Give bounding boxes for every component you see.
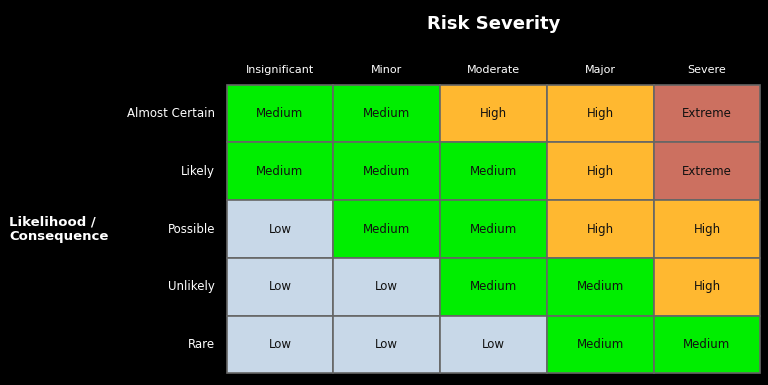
Text: Medium: Medium	[684, 338, 730, 351]
Text: High: High	[694, 223, 720, 236]
Bar	[654, 142, 760, 200]
Text: Medium: Medium	[363, 165, 410, 178]
Bar	[333, 85, 440, 142]
Bar	[333, 316, 440, 373]
Text: Medium: Medium	[257, 107, 303, 120]
Text: High: High	[587, 107, 614, 120]
Text: Medium: Medium	[257, 165, 303, 178]
Text: Medium: Medium	[470, 280, 517, 293]
Text: Low: Low	[482, 338, 505, 351]
Bar	[227, 316, 333, 373]
Bar	[654, 258, 760, 316]
Text: Low: Low	[269, 338, 291, 351]
Bar	[547, 258, 654, 316]
Text: Minor: Minor	[371, 65, 402, 75]
Text: Medium: Medium	[363, 223, 410, 236]
Bar	[227, 200, 333, 258]
Text: Severe: Severe	[687, 65, 727, 75]
Text: Low: Low	[376, 280, 398, 293]
Text: Possible: Possible	[167, 223, 215, 236]
Bar	[227, 85, 333, 142]
Text: Extreme: Extreme	[682, 107, 732, 120]
Bar	[547, 316, 654, 373]
Text: Medium: Medium	[470, 223, 517, 236]
Text: Unlikely: Unlikely	[168, 280, 215, 293]
Bar	[333, 142, 440, 200]
Text: Low: Low	[269, 280, 291, 293]
Text: Likely: Likely	[181, 165, 215, 178]
Bar	[333, 200, 440, 258]
Text: High: High	[480, 107, 507, 120]
Bar	[440, 258, 547, 316]
Text: Medium: Medium	[363, 107, 410, 120]
Bar	[654, 85, 760, 142]
Text: Medium: Medium	[470, 165, 517, 178]
Text: Low: Low	[269, 223, 291, 236]
Bar	[547, 85, 654, 142]
Text: Insignificant: Insignificant	[246, 65, 314, 75]
Bar	[654, 316, 760, 373]
Text: Risk Severity: Risk Severity	[427, 15, 560, 33]
Text: Medium: Medium	[577, 280, 624, 293]
Bar	[547, 200, 654, 258]
Text: High: High	[587, 223, 614, 236]
Text: High: High	[587, 165, 614, 178]
Bar	[227, 142, 333, 200]
Text: Moderate: Moderate	[467, 65, 520, 75]
Bar	[547, 142, 654, 200]
Bar	[440, 85, 547, 142]
Bar	[333, 258, 440, 316]
Text: Rare: Rare	[188, 338, 215, 351]
Text: Medium: Medium	[577, 338, 624, 351]
Bar	[654, 200, 760, 258]
Text: High: High	[694, 280, 720, 293]
Text: Almost Certain: Almost Certain	[127, 107, 215, 120]
Text: Extreme: Extreme	[682, 165, 732, 178]
Text: Likelihood /
Consequence: Likelihood / Consequence	[9, 215, 108, 243]
Text: Major: Major	[584, 65, 616, 75]
Bar	[440, 142, 547, 200]
Bar	[440, 200, 547, 258]
Bar	[227, 258, 333, 316]
Bar	[440, 316, 547, 373]
Text: Low: Low	[376, 338, 398, 351]
